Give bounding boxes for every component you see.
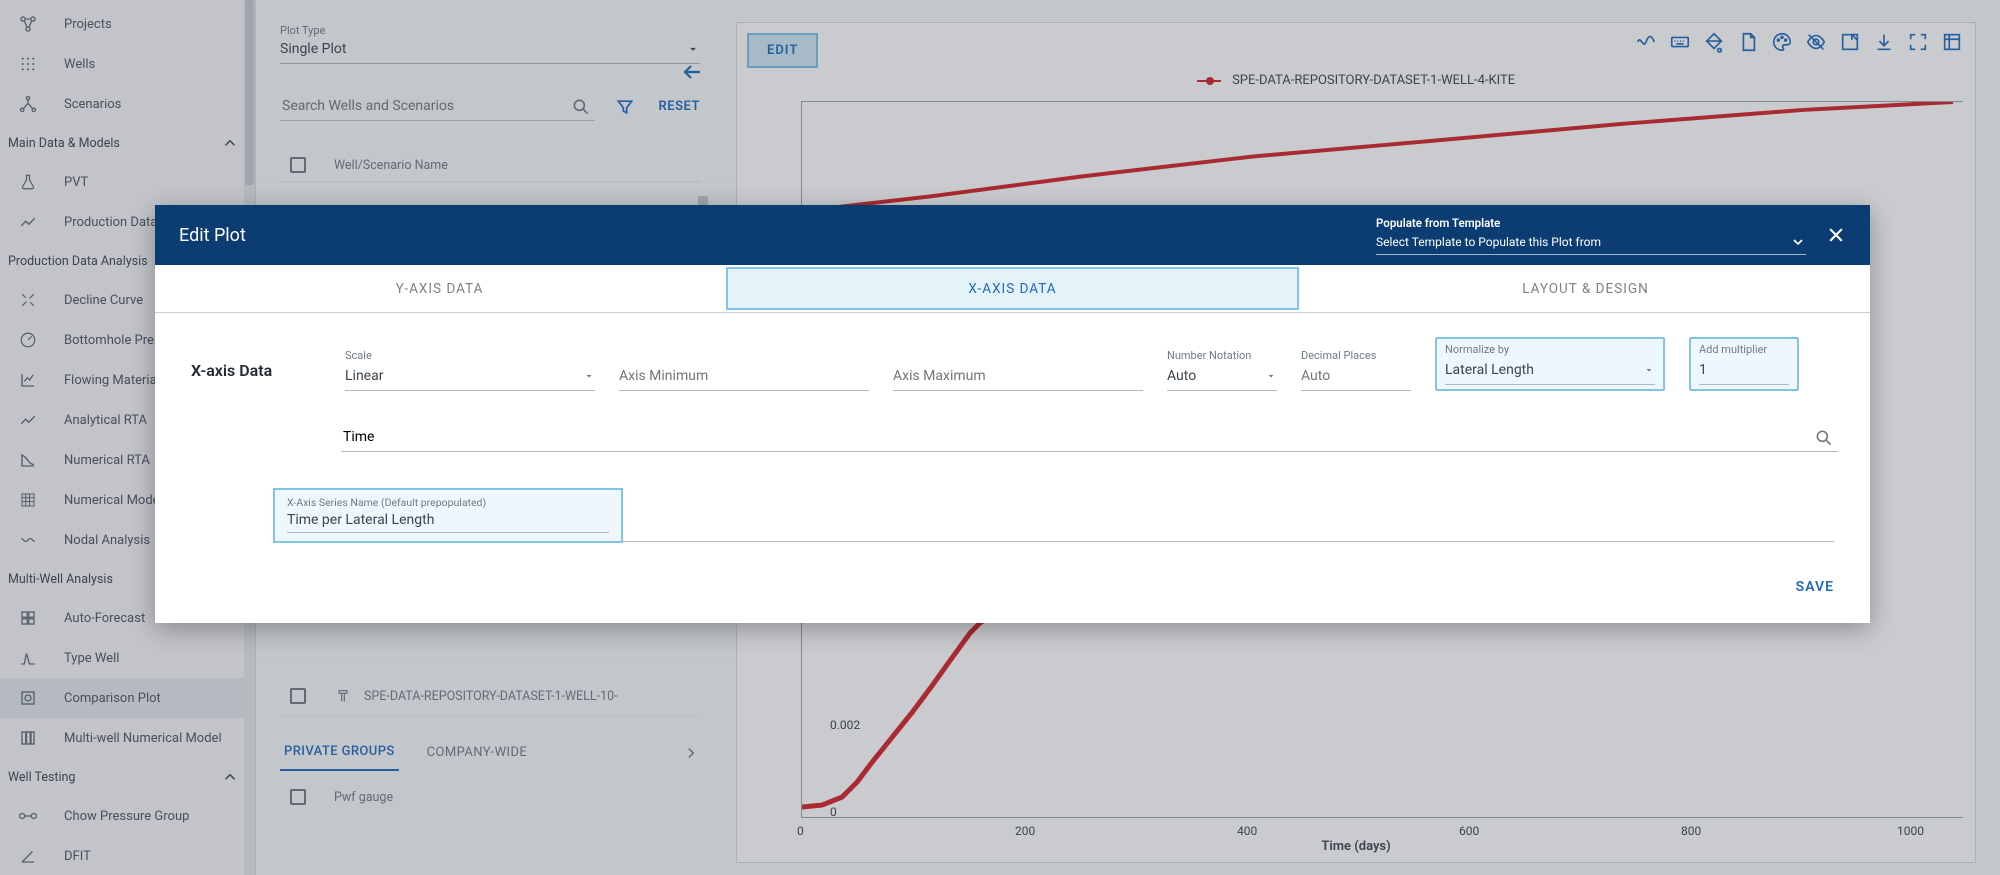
tab-x-axis[interactable]: X-AXIS DATA — [726, 267, 1299, 310]
multiplier-input[interactable]: Add multiplier — [1689, 337, 1799, 391]
template-placeholder: Select Template to Populate this Plot fr… — [1376, 235, 1601, 249]
close-icon[interactable] — [1826, 225, 1846, 245]
chevron-down-icon — [1790, 234, 1806, 250]
tab-y-axis[interactable]: Y-AXIS DATA — [155, 265, 724, 312]
section-title: X-axis Data — [191, 349, 321, 380]
tab-layout-design[interactable]: LAYOUT & DESIGN — [1301, 265, 1870, 312]
save-button[interactable]: SAVE — [1796, 579, 1834, 595]
series-underline — [623, 541, 1834, 542]
template-select[interactable]: Populate from Template Select Template t… — [1376, 216, 1806, 255]
modal-title: Edit Plot — [179, 225, 1376, 246]
search-icon[interactable] — [1814, 428, 1834, 448]
decimal-input[interactable]: Decimal Places — [1301, 349, 1411, 391]
series-name-label: X-Axis Series Name (Default prepopulated… — [287, 496, 609, 509]
axis-max-input[interactable] — [893, 364, 1143, 391]
modal-tabs: Y-AXIS DATA X-AXIS DATA LAYOUT & DESIGN — [155, 265, 1870, 313]
modal-body: X-axis Data Scale Linear Number Notation… — [155, 313, 1870, 555]
series-name-card[interactable]: X-Axis Series Name (Default prepopulated… — [273, 488, 623, 543]
axis-min-input[interactable] — [619, 364, 869, 391]
modal-footer: SAVE — [155, 555, 1870, 623]
series-name-input[interactable] — [287, 510, 609, 533]
scale-select[interactable]: Scale Linear — [345, 349, 595, 391]
notation-select[interactable]: Number Notation Auto — [1167, 349, 1277, 391]
template-label: Populate from Template — [1376, 216, 1806, 230]
normalize-select[interactable]: Normalize by Lateral Length — [1435, 337, 1665, 391]
series-search-input[interactable] — [341, 423, 1838, 452]
edit-plot-modal: Edit Plot Populate from Template Select … — [155, 205, 1870, 623]
modal-header: Edit Plot Populate from Template Select … — [155, 205, 1870, 265]
